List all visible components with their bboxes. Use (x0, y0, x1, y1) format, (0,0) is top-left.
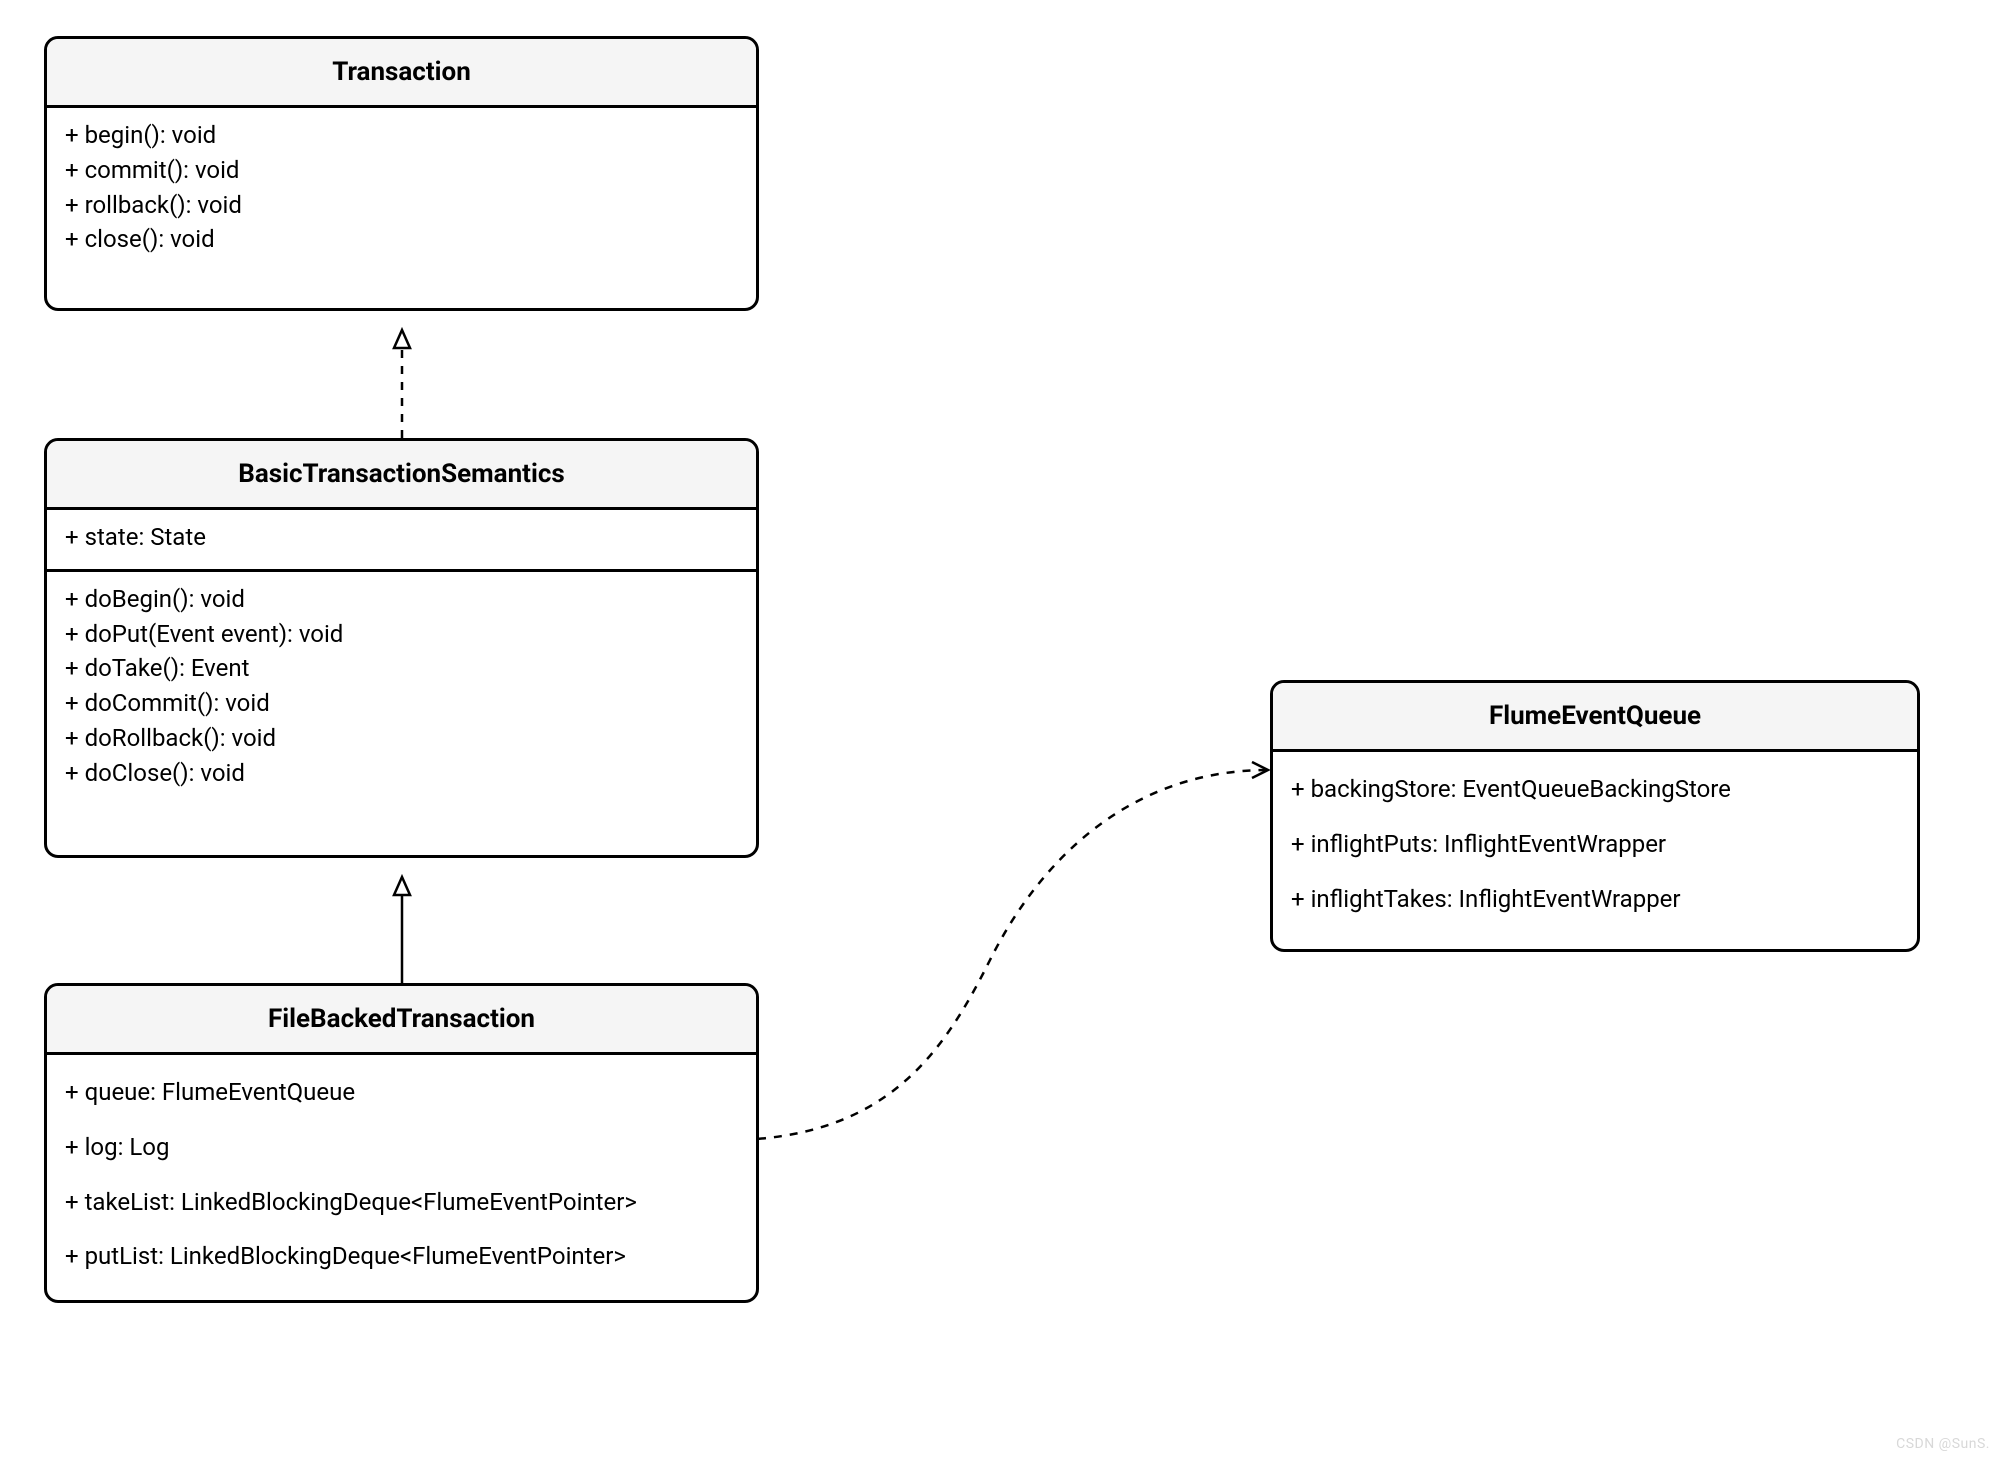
attribute: + putList: LinkedBlockingDeque<FlumeEven… (65, 1229, 738, 1284)
method: + commit(): void (65, 153, 738, 188)
class-file-backed-transaction: FileBackedTransaction + queue: FlumeEven… (44, 983, 759, 1303)
class-methods: + begin(): void + commit(): void + rollb… (47, 108, 756, 271)
method: + close(): void (65, 222, 738, 257)
class-attributes: + backingStore: EventQueueBackingStore +… (1273, 752, 1917, 940)
class-transaction: Transaction + begin(): void + commit(): … (44, 36, 759, 311)
attribute: + takeList: LinkedBlockingDeque<FlumeEve… (65, 1175, 738, 1230)
attribute: + inflightPuts: InflightEventWrapper (1291, 817, 1899, 872)
method: + rollback(): void (65, 188, 738, 223)
class-title: Transaction (47, 39, 756, 108)
attribute: + queue: FlumeEventQueue (65, 1065, 738, 1120)
attribute: + backingStore: EventQueueBackingStore (1291, 762, 1899, 817)
class-title: FileBackedTransaction (47, 986, 756, 1055)
class-attributes: + queue: FlumeEventQueue + log: Log + ta… (47, 1055, 756, 1298)
uml-canvas: Transaction + begin(): void + commit(): … (0, 0, 2010, 1460)
class-title: BasicTransactionSemantics (47, 441, 756, 510)
attribute: + inflightTakes: InflightEventWrapper (1291, 872, 1899, 927)
class-attributes: + state: State (47, 510, 756, 569)
edge-dependency (710, 770, 1268, 1140)
method: + doCommit(): void (65, 686, 738, 721)
class-basic-transaction-semantics: BasicTransactionSemantics + state: State… (44, 438, 759, 858)
class-flume-event-queue: FlumeEventQueue + backingStore: EventQue… (1270, 680, 1920, 952)
class-methods: + doBegin(): void + doPut(Event event): … (47, 572, 756, 805)
method: + begin(): void (65, 118, 738, 153)
method: + doRollback(): void (65, 721, 738, 756)
attribute: + log: Log (65, 1120, 738, 1175)
watermark: CSDN @SunS. (1896, 1436, 1990, 1452)
method: + doTake(): Event (65, 651, 738, 686)
method: + doClose(): void (65, 756, 738, 791)
method: + doBegin(): void (65, 582, 738, 617)
attribute: + state: State (65, 520, 738, 555)
class-title: FlumeEventQueue (1273, 683, 1917, 752)
method: + doPut(Event event): void (65, 617, 738, 652)
